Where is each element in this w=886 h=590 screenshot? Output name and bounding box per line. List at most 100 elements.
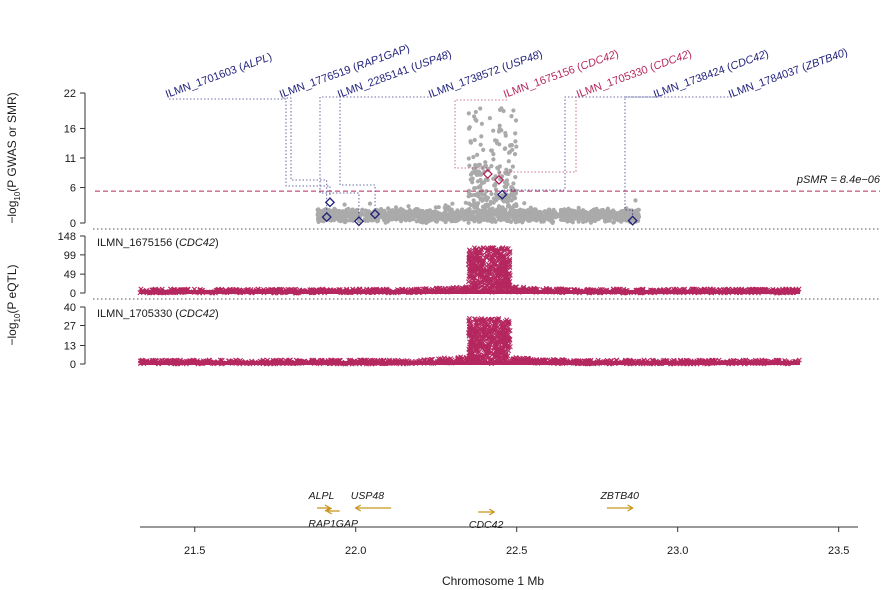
gwas-point [499,213,504,218]
gwas-point [592,215,597,220]
gwas-point [512,213,517,218]
gwas-point [483,217,489,222]
gwas-point [466,156,471,161]
eqtl-point [473,269,479,276]
eqtl-point [495,264,501,270]
gwas-point [511,181,516,186]
probe-paren: ) [404,42,412,55]
eqtl-point [469,340,475,347]
gwas-point [466,220,471,225]
gwas-point [553,210,558,215]
gwas-point [379,207,384,212]
gwas-point [513,139,518,144]
eqtl-y-tick-label: 27 [64,321,76,333]
eqtl-point [507,248,513,255]
gwas-point [463,200,468,205]
gwas-point [471,213,476,218]
gwas-point [405,210,410,215]
probe-gene: ALPL [240,52,270,73]
gwas-point [497,126,502,131]
eqtl-panel-title: ILMN_1705330 (CDC42) [97,308,219,320]
gwas-smr-panel: 0 6 11 16 22 −log10(P GWAS or SMR) pSMR = 8.4e… [5,88,881,300]
gwas-point [550,215,555,220]
gwas-point [443,210,448,215]
gwas-point [385,211,390,216]
probe-connector [339,96,432,210]
gene-track: ALPL RAP1GAP USP48 CDC42 ZBTB40 [308,490,639,531]
gwas-point [508,210,513,215]
gwas-point [342,202,347,207]
gwas-point [479,134,484,139]
gwas-point [484,189,489,194]
gwas-point [632,214,637,219]
gwas-point [502,180,508,185]
gwas-point [332,206,337,211]
gwas-point [515,217,520,222]
eqtl-probe: ILMN_1675156 ( [97,237,179,249]
gwas-point [473,163,478,168]
gwas-point [476,216,482,222]
eqtl-point [469,271,475,277]
eqtl-points [137,315,802,367]
eqtl-point [467,248,473,254]
gwas-point [594,206,599,211]
eqtl-point [505,246,511,252]
gwas-point [544,209,550,214]
gwas-point [505,171,510,176]
gwas-point [489,164,494,169]
gwas-point [482,197,487,202]
gwas-point [344,207,349,212]
gwas-point [466,111,471,116]
gwas-point [491,196,496,201]
eqtl-point [499,327,506,333]
eqtl-point [521,284,527,290]
gwas-point [603,219,608,224]
eqtl-point [463,285,469,292]
gwas-point [506,150,512,155]
gwas-point [561,214,566,220]
gwas-point [497,207,502,212]
gwas-point [349,209,354,214]
eqtl-point [495,347,501,354]
eqtl-point [482,332,488,338]
gwas-point [483,160,488,165]
eqtl-y-tick-label: 99 [64,250,76,262]
eqtl-point [453,284,460,291]
gwas-point [465,212,471,217]
smr-probe-marker [321,211,332,223]
gwas-point [598,212,603,218]
gwas-point [467,201,472,206]
eqtl-point [506,336,512,342]
gwas-point [390,215,395,220]
gwas-point [506,159,511,164]
gwas-point [363,208,368,213]
gwas-point [520,210,526,215]
eqtl-point [499,245,505,251]
eqtl-point [469,280,475,286]
gwas-point [472,137,477,143]
gwas-point [444,216,449,221]
gwas-point [471,209,476,214]
eqtl-y-tick-label: 49 [64,269,76,281]
eqtl-point [471,275,477,281]
gwas-point [493,187,499,192]
probe-gene: CDC42 [579,49,617,73]
eqtl-baseline [140,290,801,294]
gwas-point [477,172,482,177]
gwas-point [504,167,509,172]
gwas-point [582,213,587,218]
gwas-point [418,209,423,214]
gwas-point [410,214,415,219]
gwas-point [448,209,453,214]
x-axis-label: Chromosome 1 Mb [442,574,544,588]
gwas-point [529,211,534,216]
gwas-point [475,201,480,206]
gwas-point [550,219,556,224]
gwas-point [509,114,514,119]
gwas-point [502,146,507,151]
gwas-points [315,106,642,225]
gwas-point [540,214,546,219]
gwas-point [501,108,506,114]
gwas-point [487,116,492,121]
